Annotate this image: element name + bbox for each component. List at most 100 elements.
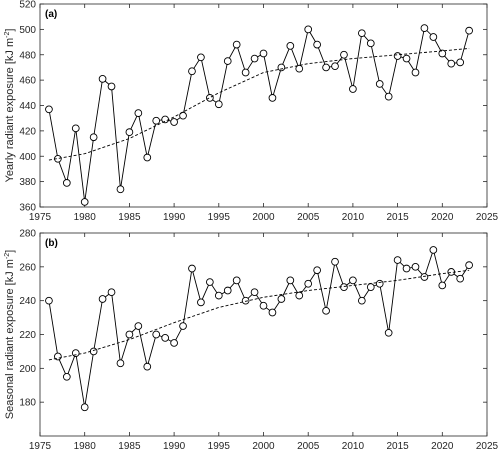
data-point-marker [188,67,196,76]
data-point-marker [411,68,420,77]
data-point-marker [366,39,375,48]
y-tick-label: 360 [19,203,36,214]
data-point-marker [125,330,134,339]
y-axis-unit-exponent: -2 [4,253,11,259]
data-point-marker [241,68,250,77]
y-tick-label: 260 [19,262,36,273]
data-point-marker [304,25,313,34]
data-point-marker [357,296,366,305]
data-point-marker [223,286,232,295]
data-point-marker [71,349,80,357]
y-tick-label: 400 [19,152,36,163]
data-point-marker [232,276,241,285]
data-point-marker [107,82,116,91]
trend-line [48,269,470,361]
y-axis-title: Yearly radiant exposure [kJ m-2] [4,29,16,183]
data-point-marker [179,111,187,120]
x-tick-label: 1980 [74,441,97,451]
data-point-marker [393,256,402,264]
data-point-marker [259,301,268,310]
data-point-marker [375,279,384,288]
y-tick-label: 220 [19,330,36,341]
data-point-marker [286,42,295,50]
data-point-marker [214,291,223,300]
data-point-marker [402,54,411,63]
data-point-marker [250,288,259,297]
data-point-marker [438,281,447,290]
x-tick-label: 2025 [476,441,499,451]
data-point-marker [393,52,402,60]
data-point-marker [134,109,143,117]
y-tick-label: 520 [19,0,36,11]
data-point-marker [438,49,447,58]
data-point-marker [420,24,429,32]
data-point-marker [250,54,259,63]
data-point-marker [277,63,286,72]
data-point-marker [170,118,178,126]
data-point-marker [402,264,411,273]
y-axis-title: Seasonal radiant exposure [kJ m-2] [4,250,16,420]
data-point-marker [429,33,438,41]
data-point-marker [152,116,161,125]
y-tick-label: 460 [19,76,36,87]
data-point-marker [268,308,277,317]
data-point-marker [465,261,473,269]
data-point-marker [304,279,313,288]
x-tick-label: 2005 [297,441,320,451]
data-point-marker [197,298,205,307]
data-point-marker [375,80,384,88]
data-point-marker [134,322,143,330]
data-point-marker [152,330,161,339]
data-point-marker [384,92,393,101]
y-axis-unit: [kJ m [4,259,16,285]
data-point-marker [89,133,98,142]
x-tick-label: 2005 [297,212,320,223]
data-point-marker [116,359,125,368]
plot-area-frame [39,232,488,437]
data-point-marker [349,276,357,285]
y-tick-label: 500 [19,25,36,36]
data-point-marker [116,185,125,194]
data-point-marker [313,40,321,49]
y-tick-label: 480 [19,50,36,61]
data-point-marker [420,273,429,281]
data-point-marker [80,198,89,206]
x-tick-label: 1980 [74,212,97,223]
data-point-marker [340,50,348,59]
data-point-marker [62,372,71,381]
data-point-marker [45,105,53,114]
data-point-marker [313,266,321,275]
data-point-marker [241,296,250,305]
panel-label: (a) [45,9,57,20]
data-point-marker [384,328,393,337]
data-point-marker [206,94,214,102]
data-point-marker [331,62,339,71]
x-tick-label: 2000 [252,212,275,223]
data-point-marker [143,362,152,371]
y-axis-unit-exponent: -2 [4,32,11,38]
y-axis-unit: [kJ m [4,38,16,64]
data-point-marker [214,100,223,109]
data-point-marker [295,291,304,300]
y-tick-label: 420 [19,126,36,137]
y-tick-label: 380 [19,177,36,188]
data-point-marker [277,295,286,303]
data-point-marker [366,283,375,291]
data-point-marker [447,59,456,68]
y-tick-label: 280 [19,229,36,240]
series-line [48,248,470,408]
x-tick-label: 2025 [476,212,499,223]
x-tick-label: 1995 [208,212,231,223]
data-point-marker [143,153,152,162]
y-axis-title-text: Yearly radiant exposure [4,67,16,182]
data-point-marker [98,295,107,303]
data-point-marker [411,262,420,271]
data-point-marker [322,63,330,72]
x-tick-label: 2020 [431,441,454,451]
data-point-marker [465,26,473,35]
data-point-marker [232,40,241,49]
data-point-marker [456,274,465,283]
x-tick-label: 1975 [29,441,52,451]
y-tick-label: 240 [19,296,36,307]
panel-b: 1975 1980 1985 1990 1995 2000 2005 2010 2015 2020… [4,229,499,451]
